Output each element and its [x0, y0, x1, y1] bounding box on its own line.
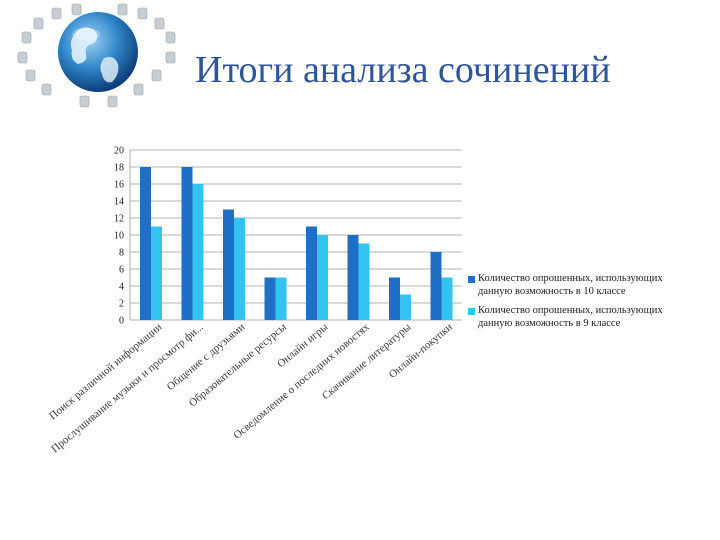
y-tick-label: 0	[119, 316, 124, 327]
legend-swatch-series-1	[468, 276, 475, 283]
chairs-ring-icon	[17, 3, 176, 108]
chart-bars	[140, 167, 453, 320]
y-tick-label: 10	[114, 231, 124, 242]
globe-network-logo	[17, 3, 176, 108]
y-tick-label: 6	[119, 265, 124, 276]
y-tick-label: 12	[114, 214, 124, 225]
legend-item-series-1: Количество опрошенных, использующих данн…	[468, 272, 688, 298]
chart-gridlines	[129, 149, 462, 321]
bar-series-1-6	[347, 235, 359, 320]
y-tick-label: 4	[119, 282, 124, 293]
legend-item-series-2: Количество опрошенных, использующих данн…	[468, 304, 688, 330]
bar-series-2-3	[234, 218, 245, 320]
bar-series-2-2	[192, 184, 204, 320]
y-tick-label: 18	[114, 163, 124, 174]
x-tick-label: Общение с друзьями	[165, 321, 248, 393]
x-axis-labels: Поиск различной информацииПрослушивание …	[47, 321, 455, 456]
y-axis-ticks: 0 2 4 6 8 10 12 14 16 18 20	[114, 146, 124, 327]
bar-series-2-8	[441, 277, 453, 320]
globe-icon	[58, 12, 138, 92]
bar-series-2-7	[400, 294, 411, 320]
y-tick-label: 2	[119, 299, 124, 310]
bar-series-1-5	[306, 226, 317, 320]
bar-series-1-4	[264, 277, 276, 320]
x-tick-label: Прослушивание музыки и просмотр фи...	[49, 321, 206, 455]
y-tick-label: 14	[114, 197, 124, 208]
chart-legend: Количество опрошенных, использующих данн…	[468, 272, 688, 336]
bar-series-2-1	[151, 226, 162, 320]
bar-series-1-1	[140, 167, 151, 320]
bar-series-1-2	[181, 167, 193, 320]
y-tick-label: 20	[114, 146, 124, 157]
legend-label-series-1: Количество опрошенных, использующих данн…	[478, 273, 663, 297]
bar-series-1-7	[389, 277, 400, 320]
y-tick-label: 8	[119, 248, 124, 259]
bar-series-1-8	[430, 252, 442, 320]
legend-label-series-2: Количество опрошенных, использующих данн…	[478, 305, 663, 329]
slide-title: Итоги анализа сочинений	[195, 49, 611, 91]
bar-series-2-4	[275, 277, 287, 320]
bar-series-2-6	[358, 243, 370, 320]
legend-swatch-series-2	[468, 308, 475, 315]
bar-series-1-3	[223, 209, 234, 320]
bar-series-2-5	[317, 235, 328, 320]
y-tick-label: 16	[114, 180, 124, 191]
